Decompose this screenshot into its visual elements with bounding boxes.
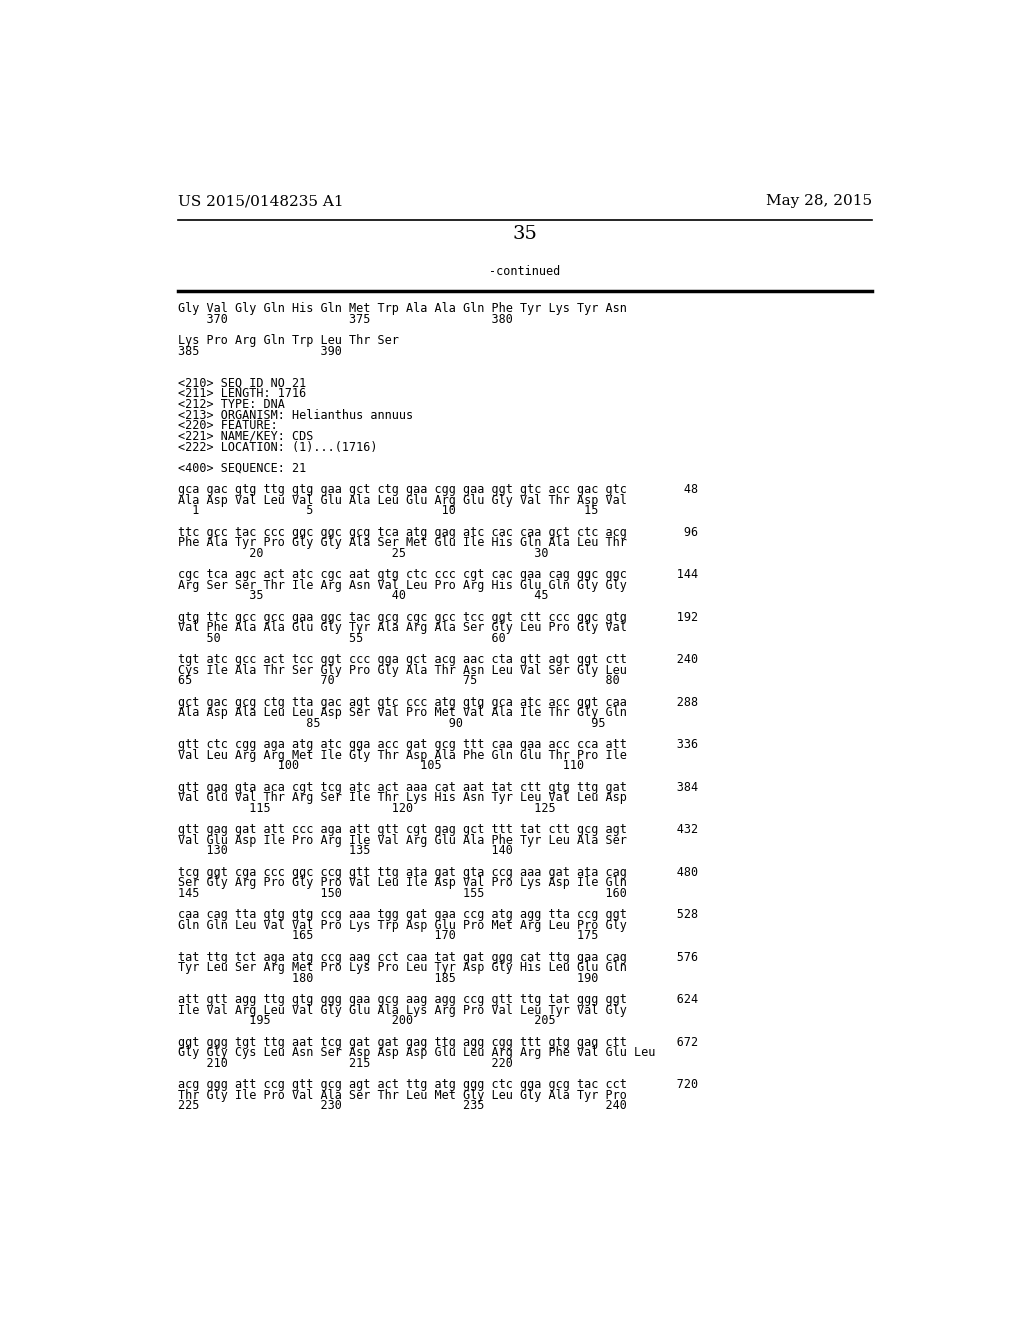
Text: 145                 150                 155                 160: 145 150 155 160 xyxy=(178,887,628,900)
Text: 165                 170                 175: 165 170 175 xyxy=(178,929,599,942)
Text: <213> ORGANISM: Helianthus annuus: <213> ORGANISM: Helianthus annuus xyxy=(178,409,414,421)
Text: Gln Gln Leu Val Val Pro Lys Trp Asp Glu Pro Met Arg Leu Pro Gly: Gln Gln Leu Val Val Pro Lys Trp Asp Glu … xyxy=(178,919,628,932)
Text: 210                 215                 220: 210 215 220 xyxy=(178,1057,513,1069)
Text: acg ggg att ccg gtt gcg agt act ttg atg ggg ctc gga gcg tac cct       720: acg ggg att ccg gtt gcg agt act ttg atg … xyxy=(178,1078,698,1092)
Text: <222> LOCATION: (1)...(1716): <222> LOCATION: (1)...(1716) xyxy=(178,441,378,454)
Text: 20                  25                  30: 20 25 30 xyxy=(178,546,549,560)
Text: Gly Gly Cys Leu Asn Ser Asp Asp Asp Glu Leu Arg Arg Phe Val Glu Leu: Gly Gly Cys Leu Asn Ser Asp Asp Asp Glu … xyxy=(178,1047,655,1059)
Text: Ala Asp Val Leu Val Glu Ala Leu Glu Arg Glu Gly Val Thr Asp Val: Ala Asp Val Leu Val Glu Ala Leu Glu Arg … xyxy=(178,494,628,507)
Text: US 2015/0148235 A1: US 2015/0148235 A1 xyxy=(178,194,344,209)
Text: May 28, 2015: May 28, 2015 xyxy=(766,194,872,209)
Text: 115                 120                 125: 115 120 125 xyxy=(178,801,556,814)
Text: tgt atc gcc act tcc ggt ccc gga gct acg aac cta gtt agt ggt ctt       240: tgt atc gcc act tcc ggt ccc gga gct acg … xyxy=(178,653,698,667)
Text: Gly Val Gly Gln His Gln Met Trp Ala Ala Gln Phe Tyr Lys Tyr Asn: Gly Val Gly Gln His Gln Met Trp Ala Ala … xyxy=(178,302,628,315)
Text: caa cag tta gtg gtg ccg aaa tgg gat gaa ccg atg agg tta ccg ggt       528: caa cag tta gtg gtg ccg aaa tgg gat gaa … xyxy=(178,908,698,921)
Text: Ser Gly Arg Pro Gly Pro Val Leu Ile Asp Val Pro Lys Asp Ile Gln: Ser Gly Arg Pro Gly Pro Val Leu Ile Asp … xyxy=(178,876,628,890)
Text: 195                 200                 205: 195 200 205 xyxy=(178,1014,556,1027)
Text: ttc gcc tac ccc ggc ggc gcg tca atg gag atc cac caa gct ctc acg        96: ttc gcc tac ccc ggc ggc gcg tca atg gag … xyxy=(178,525,698,539)
Text: tcg ggt cga ccc ggc ccg gtt ttg ata gat gta ccg aaa gat ata cag       480: tcg ggt cga ccc ggc ccg gtt ttg ata gat … xyxy=(178,866,698,879)
Text: gct gac gcg ctg tta gac agt gtc ccc atg gtg gca atc acc ggt caa       288: gct gac gcg ctg tta gac agt gtc ccc atg … xyxy=(178,696,698,709)
Text: Ile Val Arg Leu Val Gly Glu Ala Lys Arg Pro Val Leu Tyr Val Gly: Ile Val Arg Leu Val Gly Glu Ala Lys Arg … xyxy=(178,1003,628,1016)
Text: Val Glu Val Thr Arg Ser Ile Thr Lys His Asn Tyr Leu Val Leu Asp: Val Glu Val Thr Arg Ser Ile Thr Lys His … xyxy=(178,791,628,804)
Text: Tyr Leu Ser Arg Met Pro Lys Pro Leu Tyr Asp Gly His Leu Glu Gln: Tyr Leu Ser Arg Met Pro Lys Pro Leu Tyr … xyxy=(178,961,628,974)
Text: 1               5                  10                  15: 1 5 10 15 xyxy=(178,504,599,517)
Text: <212> TYPE: DNA: <212> TYPE: DNA xyxy=(178,399,286,411)
Text: gtt ctc cgg aga atg atc gga acc gat gcg ttt caa gaa acc cca att       336: gtt ctc cgg aga atg atc gga acc gat gcg … xyxy=(178,738,698,751)
Text: 130                 135                 140: 130 135 140 xyxy=(178,845,513,857)
Text: Thr Gly Ile Pro Val Ala Ser Thr Leu Met Gly Leu Gly Ala Tyr Pro: Thr Gly Ile Pro Val Ala Ser Thr Leu Met … xyxy=(178,1089,628,1102)
Text: att gtt agg ttg gtg ggg gaa gcg aag agg ccg gtt ttg tat ggg ggt       624: att gtt agg ttg gtg ggg gaa gcg aag agg … xyxy=(178,993,698,1006)
Text: <220> FEATURE:: <220> FEATURE: xyxy=(178,420,279,432)
Text: 225                 230                 235                 240: 225 230 235 240 xyxy=(178,1100,628,1113)
Text: ggt ggg tgt ttg aat tcg gat gat gag ttg agg cgg ttt gtg gag ctt       672: ggt ggg tgt ttg aat tcg gat gat gag ttg … xyxy=(178,1036,698,1048)
Text: gtg ttc gcc gcc gaa ggc tac gcg cgc gcc tcc ggt ctt ccc ggc gtg       192: gtg ttc gcc gcc gaa ggc tac gcg cgc gcc … xyxy=(178,611,698,623)
Text: gtt gag gat att ccc aga att gtt cgt gag gct ttt tat ctt gcg agt       432: gtt gag gat att ccc aga att gtt cgt gag … xyxy=(178,824,698,836)
Text: 180                 185                 190: 180 185 190 xyxy=(178,972,599,985)
Text: Val Glu Asp Ile Pro Arg Ile Val Arg Glu Ala Phe Tyr Leu Ala Ser: Val Glu Asp Ile Pro Arg Ile Val Arg Glu … xyxy=(178,834,628,846)
Text: tat ttg tct aga atg ccg aag cct caa tat gat ggg cat ttg gaa cag       576: tat ttg tct aga atg ccg aag cct caa tat … xyxy=(178,950,698,964)
Text: Phe Ala Tyr Pro Gly Gly Ala Ser Met Glu Ile His Gln Ala Leu Thr: Phe Ala Tyr Pro Gly Gly Ala Ser Met Glu … xyxy=(178,536,628,549)
Text: Lys Pro Arg Gln Trp Leu Thr Ser: Lys Pro Arg Gln Trp Leu Thr Ser xyxy=(178,334,399,347)
Text: <211> LENGTH: 1716: <211> LENGTH: 1716 xyxy=(178,387,306,400)
Text: 370                 375                 380: 370 375 380 xyxy=(178,313,513,326)
Text: 35: 35 xyxy=(512,226,538,243)
Text: gca gac gtg ttg gtg gaa gct ctg gaa cgg gaa ggt gtc acc gac gtc        48: gca gac gtg ttg gtg gaa gct ctg gaa cgg … xyxy=(178,483,698,496)
Text: Ala Asp Ala Leu Leu Asp Ser Val Pro Met Val Ala Ile Thr Gly Gln: Ala Asp Ala Leu Leu Asp Ser Val Pro Met … xyxy=(178,706,628,719)
Text: 85                  90                  95: 85 90 95 xyxy=(178,717,606,730)
Text: Cys Ile Ala Thr Ser Gly Pro Gly Ala Thr Asn Leu Val Ser Gly Leu: Cys Ile Ala Thr Ser Gly Pro Gly Ala Thr … xyxy=(178,664,628,677)
Text: Arg Ser Ser Thr Ile Arg Asn Val Leu Pro Arg His Glu Gln Gly Gly: Arg Ser Ser Thr Ile Arg Asn Val Leu Pro … xyxy=(178,578,628,591)
Text: <400> SEQUENCE: 21: <400> SEQUENCE: 21 xyxy=(178,462,306,475)
Text: cgc tca agc act atc cgc aat gtg ctc ccc cgt cac gaa cag ggc ggc       144: cgc tca agc act atc cgc aat gtg ctc ccc … xyxy=(178,568,698,581)
Text: Val Phe Ala Ala Glu Gly Tyr Ala Arg Ala Ser Gly Leu Pro Gly Val: Val Phe Ala Ala Glu Gly Tyr Ala Arg Ala … xyxy=(178,622,628,634)
Text: <221> NAME/KEY: CDS: <221> NAME/KEY: CDS xyxy=(178,430,313,444)
Text: 65                  70                  75                  80: 65 70 75 80 xyxy=(178,675,621,688)
Text: 35                  40                  45: 35 40 45 xyxy=(178,589,549,602)
Text: 385                 390: 385 390 xyxy=(178,345,342,358)
Text: Val Leu Arg Arg Met Ile Gly Thr Asp Ala Phe Gln Glu Thr Pro Ile: Val Leu Arg Arg Met Ile Gly Thr Asp Ala … xyxy=(178,748,628,762)
Text: <210> SEQ ID NO 21: <210> SEQ ID NO 21 xyxy=(178,376,306,389)
Text: 50                  55                  60: 50 55 60 xyxy=(178,632,506,644)
Text: 100                 105                 110: 100 105 110 xyxy=(178,759,585,772)
Text: -continued: -continued xyxy=(489,265,560,277)
Text: gtt gag gta aca cgt tcg atc act aaa cat aat tat ctt gtg ttg gat       384: gtt gag gta aca cgt tcg atc act aaa cat … xyxy=(178,780,698,793)
